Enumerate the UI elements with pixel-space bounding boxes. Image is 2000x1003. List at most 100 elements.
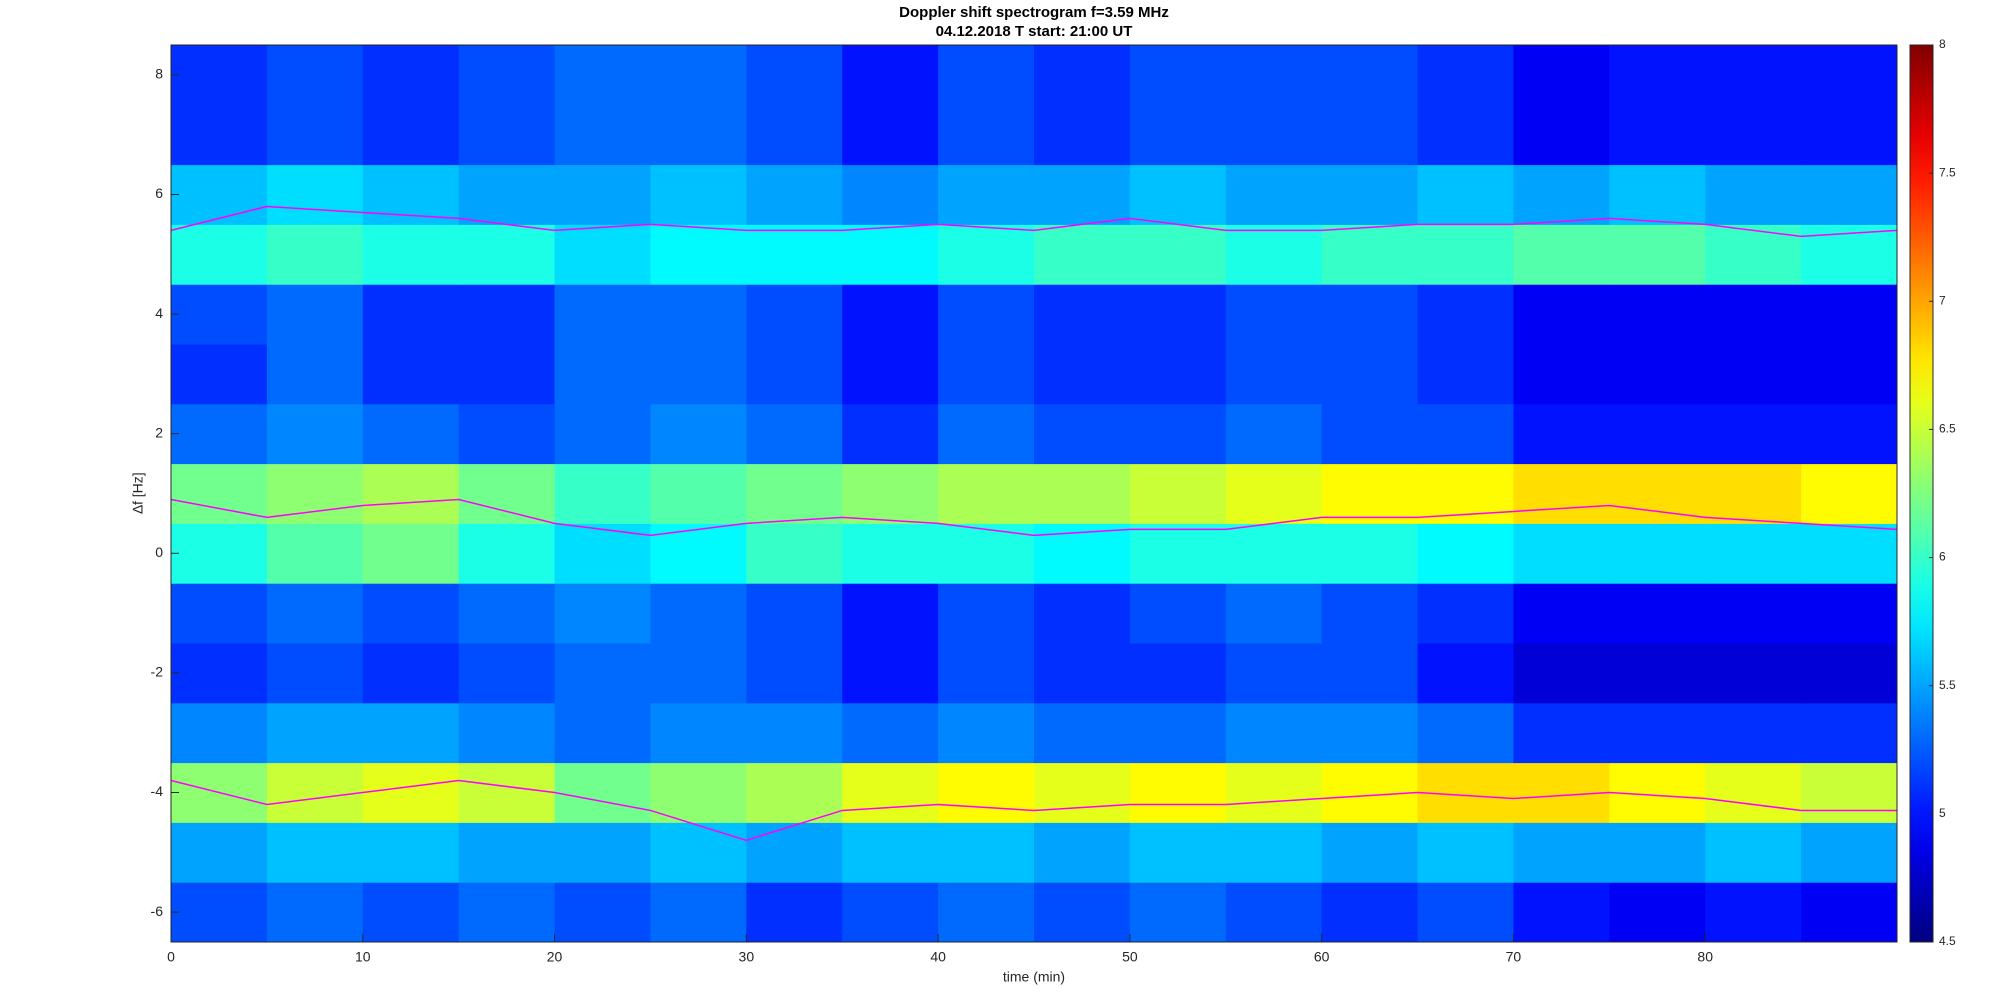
heatmap-cell	[1513, 104, 1610, 166]
heatmap-cell	[1034, 583, 1131, 644]
heatmap-cell	[1034, 643, 1131, 704]
heatmap-cell	[266, 822, 364, 883]
heatmap-cell	[1513, 164, 1610, 225]
y-tick-label: -4	[151, 783, 164, 799]
heatmap-cell	[1705, 463, 1802, 524]
heatmap-cell	[650, 523, 747, 584]
y-tick-label: 6	[155, 185, 163, 201]
heatmap-cell	[554, 344, 651, 405]
heatmap-cell	[650, 403, 747, 465]
heatmap-cell	[554, 284, 651, 345]
heatmap-cell	[1417, 643, 1514, 704]
x-axis-label: time (min)	[1003, 969, 1065, 985]
heatmap-cell	[1321, 104, 1419, 166]
heatmap-cell	[1513, 344, 1610, 405]
heatmap-cell	[1225, 882, 1323, 943]
heatmap-cell	[554, 583, 651, 644]
heatmap-cell	[1801, 45, 1898, 106]
heatmap-cell	[171, 164, 268, 225]
heatmap-cell	[1705, 344, 1802, 405]
heatmap-cell	[1129, 822, 1227, 883]
heatmap-cell	[1034, 523, 1131, 584]
x-tick-label: 40	[930, 949, 946, 965]
heatmap-cell	[746, 702, 843, 764]
heatmap-cell	[1609, 224, 1706, 285]
heatmap-cell	[554, 882, 651, 943]
heatmap-cell	[171, 224, 268, 285]
heatmap-cell	[171, 344, 268, 405]
heatmap-cell	[171, 643, 268, 704]
heatmap-cell	[650, 583, 747, 644]
heatmap-cell	[650, 882, 747, 943]
heatmap-cell	[1801, 523, 1898, 584]
heatmap-cell	[842, 702, 939, 764]
heatmap-cell	[842, 45, 939, 106]
heatmap-cell	[362, 822, 460, 883]
heatmap-cell	[938, 463, 1035, 524]
heatmap-cell	[1705, 762, 1802, 823]
chart-title: Doppler shift spectrogram f=3.59 MHz	[899, 4, 1169, 21]
colorbar-tick-label: 4.5	[1939, 934, 1956, 948]
heatmap-cell	[1321, 822, 1419, 883]
heatmap-cell	[1129, 882, 1227, 943]
heatmap-cell	[842, 344, 939, 405]
heatmap-cell	[171, 822, 268, 883]
heatmap-cell	[842, 224, 939, 285]
heatmap-cell	[1417, 164, 1514, 225]
heatmap-cell	[1225, 224, 1323, 285]
heatmap-cell	[362, 104, 460, 166]
heatmap-cell	[1129, 702, 1227, 764]
heatmap-cell	[1034, 344, 1131, 405]
heatmap-cell	[1609, 164, 1706, 225]
heatmap-cell	[1513, 463, 1610, 524]
heatmap-cell	[746, 822, 843, 883]
heatmap-cell	[1034, 822, 1131, 883]
colorbar-tick-label: 5.5	[1939, 678, 1956, 692]
heatmap-cell	[1609, 104, 1706, 166]
heatmap-cell	[458, 164, 556, 225]
colorbar-tick-label: 6.5	[1939, 422, 1956, 436]
heatmap-cell	[362, 523, 460, 584]
heatmap-cell	[1609, 702, 1706, 764]
heatmap-cell	[842, 583, 939, 644]
heatmap-cell	[1609, 762, 1706, 823]
heatmap-cell	[171, 104, 268, 166]
trace-line	[170, 779, 1897, 842]
heatmap-cell	[842, 822, 939, 883]
heatmap-cell	[266, 762, 364, 823]
heatmap-cell	[362, 45, 460, 106]
heatmap-cell	[1321, 523, 1419, 584]
heatmap-cell	[554, 164, 651, 225]
heatmap-cell	[842, 104, 939, 166]
heatmap-cell	[650, 164, 747, 225]
heatmap-cell	[1034, 164, 1131, 225]
heatmap-cell	[1034, 403, 1131, 465]
heatmap-cell	[746, 882, 843, 943]
heatmap-cell	[554, 702, 651, 764]
heatmap-cell	[1609, 344, 1706, 405]
heatmap-cell	[1705, 104, 1802, 166]
heatmap-cell	[1801, 104, 1898, 166]
heatmap-cell	[1034, 702, 1131, 764]
heatmap-cell	[1034, 224, 1131, 285]
heatmap-cell	[266, 702, 364, 764]
heatmap-cell	[1609, 284, 1706, 345]
heatmap-cell	[1225, 702, 1323, 764]
heatmap-cell	[650, 344, 747, 405]
heatmap-cell	[1321, 403, 1419, 465]
heatmap-cell	[458, 822, 556, 883]
heatmap-cell	[1225, 164, 1323, 225]
heatmap-cell	[554, 104, 651, 166]
heatmap-cell	[1801, 344, 1898, 405]
heatmap-cell	[746, 643, 843, 704]
heatmap-cell	[1417, 344, 1514, 405]
heatmap-cell	[1513, 702, 1610, 764]
heatmap-cell	[1321, 702, 1419, 764]
heatmap-cell	[1513, 523, 1610, 584]
heatmap-cell	[171, 702, 268, 764]
heatmap-cell	[1417, 882, 1514, 943]
heatmap-cell	[266, 284, 364, 345]
heatmap-cell	[1705, 164, 1802, 225]
y-tick-label: 2	[155, 424, 163, 440]
heatmap-cell	[171, 45, 268, 106]
